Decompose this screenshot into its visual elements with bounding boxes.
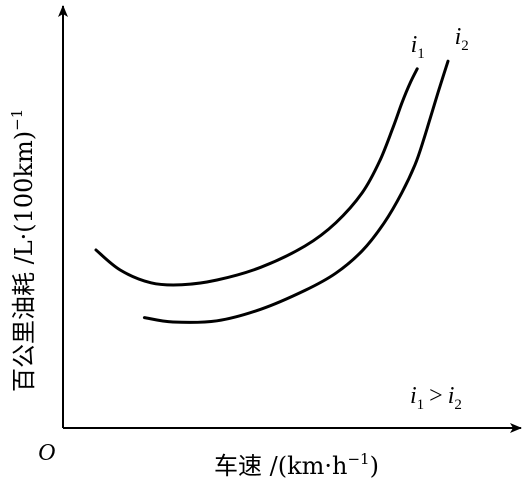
origin-label: O (38, 440, 55, 466)
series-label-i2-sub: 2 (461, 38, 469, 54)
series-line-i1 (94, 67, 419, 287)
series-label-i1-sub: 1 (417, 46, 425, 62)
annotation-relation: i1 > i2 (410, 383, 462, 413)
x-axis-label-sup: −1 (347, 450, 369, 468)
series-label-i1: i1 (411, 32, 425, 62)
x-axis-label-close: ) (370, 452, 379, 480)
series-label-i2: i2 (455, 24, 469, 54)
y-axis-label: 百公里油耗 /L·(100km)−1 (8, 109, 38, 392)
y-axis-label-sup: −1 (8, 109, 26, 131)
x-axis-label: 车速 /(km·h−1) (214, 450, 379, 480)
series-line-i2 (142, 59, 450, 324)
